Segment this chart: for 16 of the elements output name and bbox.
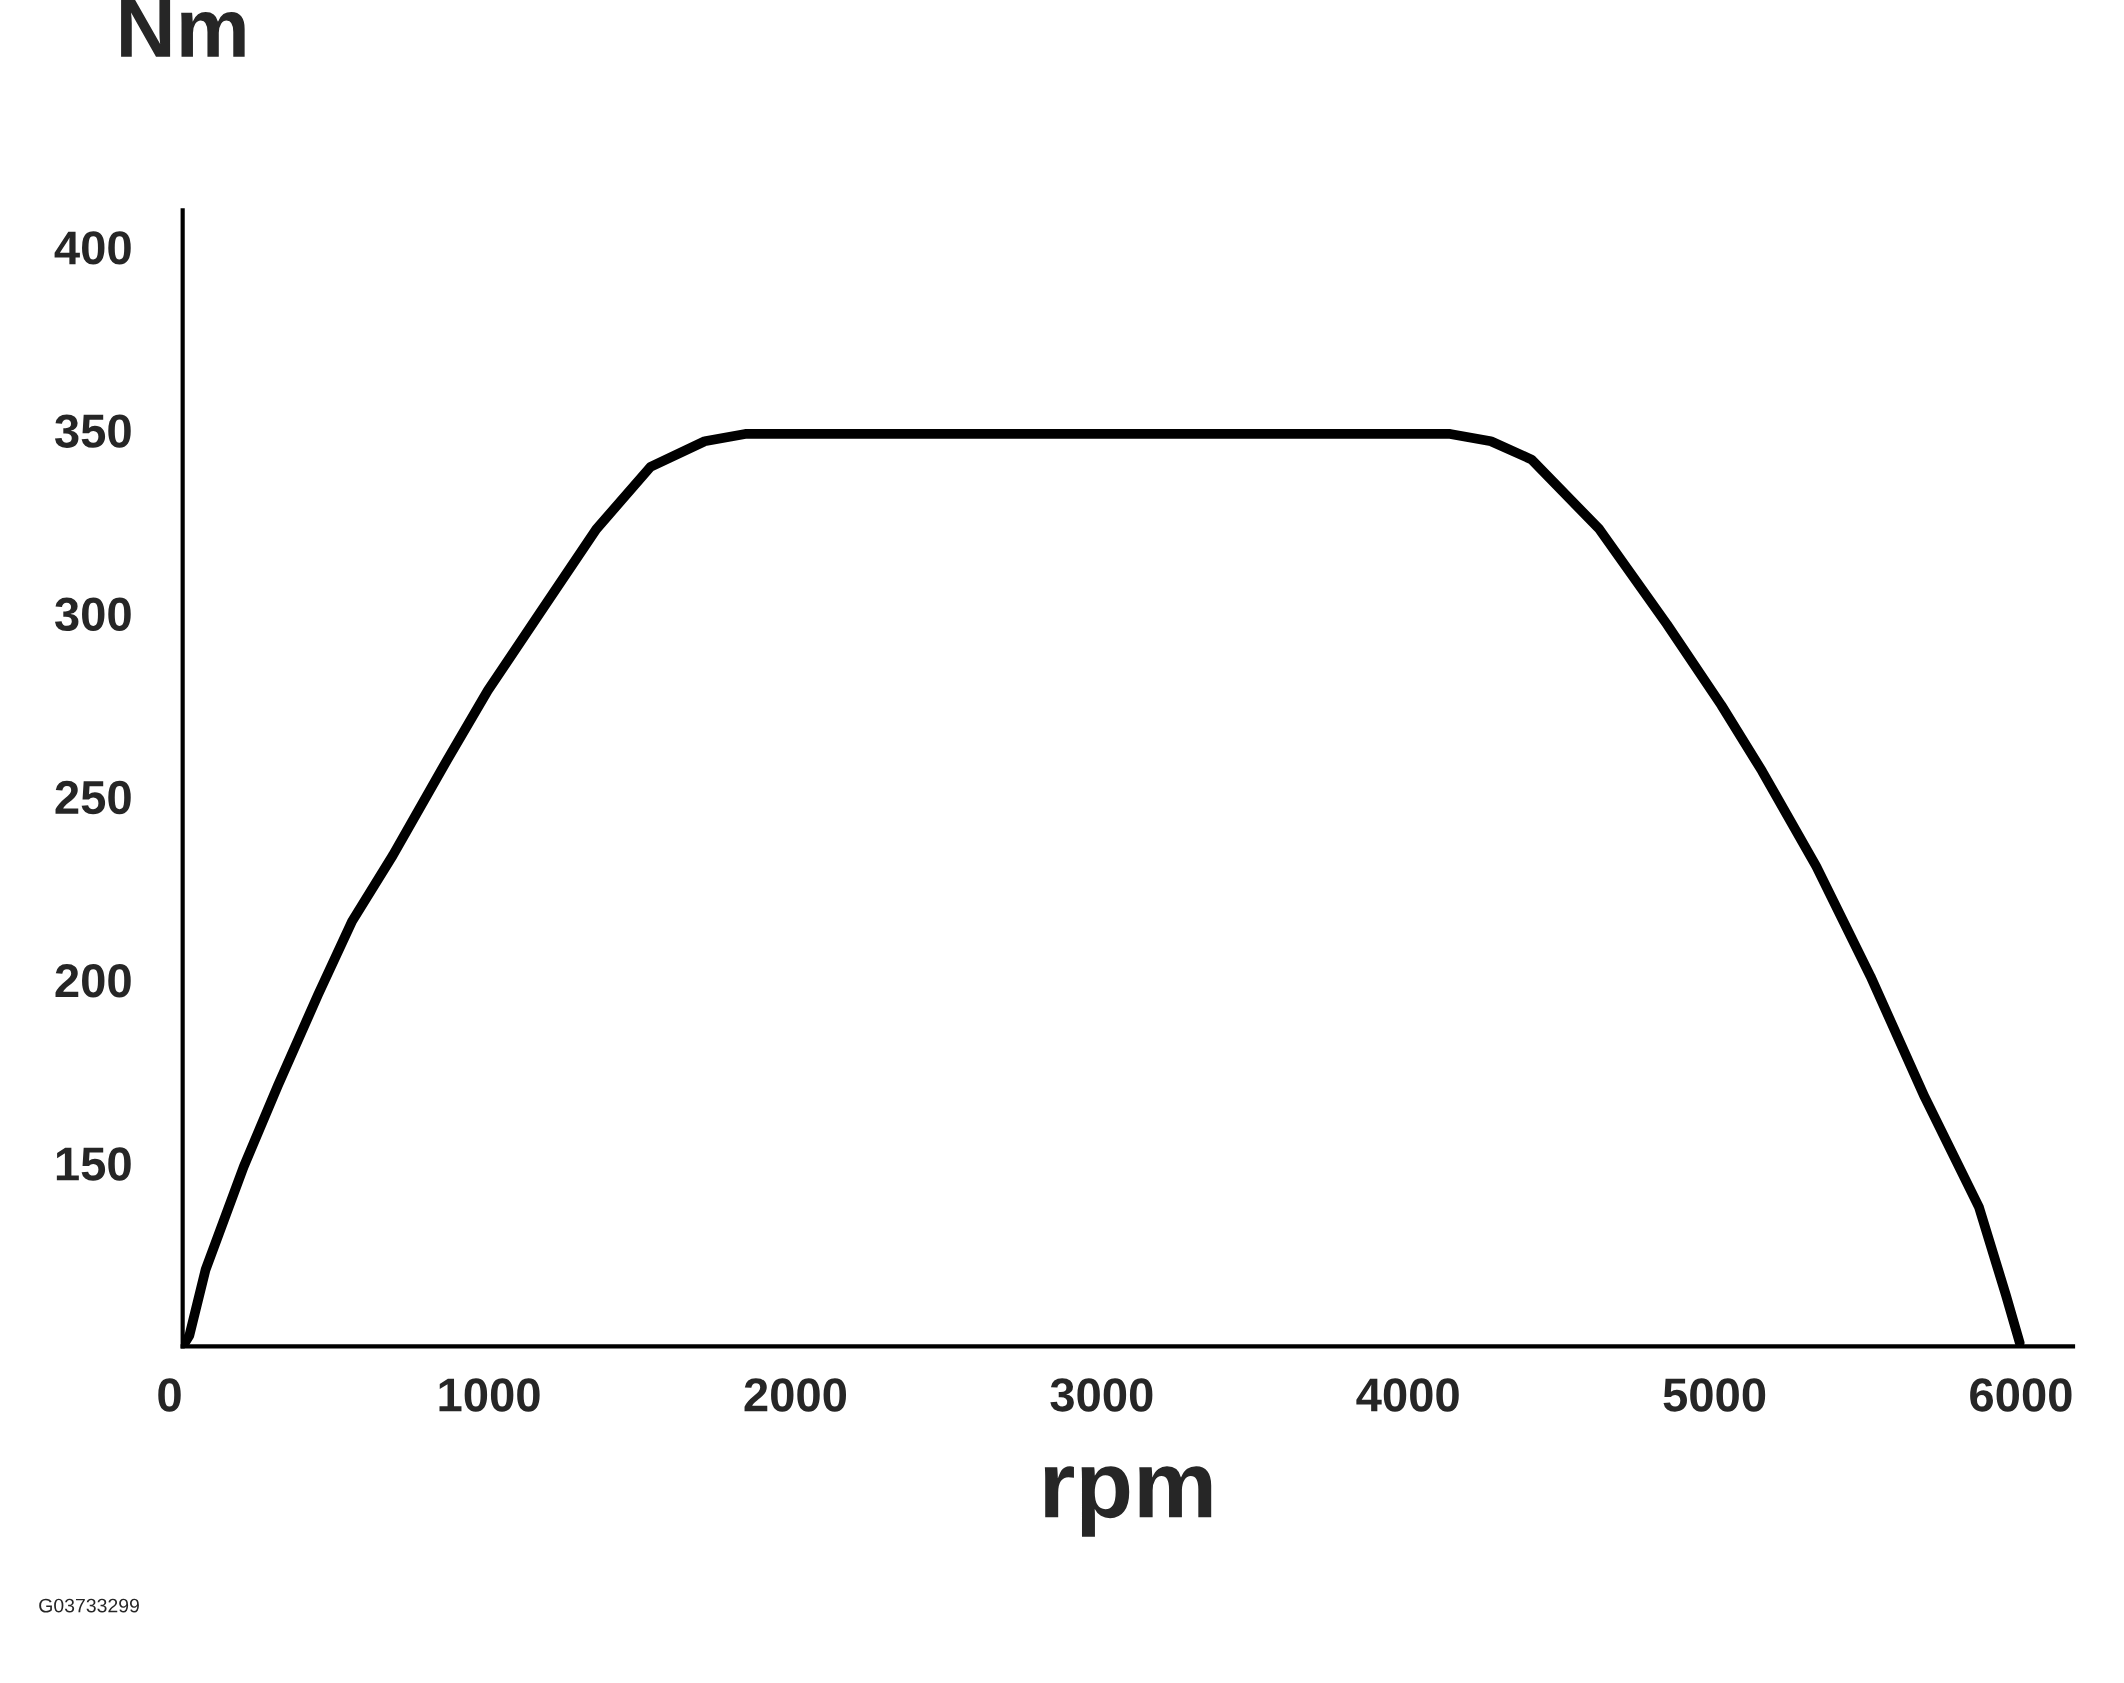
x-tick-label: 4000: [1356, 1378, 1459, 1412]
x-tick-label: 1000: [439, 1378, 540, 1412]
x-tick-label: 3000: [1050, 1378, 1153, 1412]
y-tick-label: 200: [55, 964, 131, 998]
y-tick-label: 150: [56, 1147, 131, 1181]
y-tick-label: 400: [54, 231, 131, 265]
x-tick-label: 5000: [1663, 1378, 1766, 1412]
y-tick-label: 300: [54, 597, 131, 632]
text: G03733299: [39, 1598, 139, 1613]
x-tick-label: 6000: [1970, 1378, 2072, 1412]
y-tick-label: 250: [55, 780, 131, 815]
x-axis-title: rpm: [1044, 1466, 1212, 1537]
x-tick-label: 2000: [744, 1378, 847, 1412]
y-tick-label: 350: [54, 414, 131, 448]
y-axis-title: Nm: [121, 0, 245, 57]
x-tick-label: 0: [158, 1378, 181, 1412]
